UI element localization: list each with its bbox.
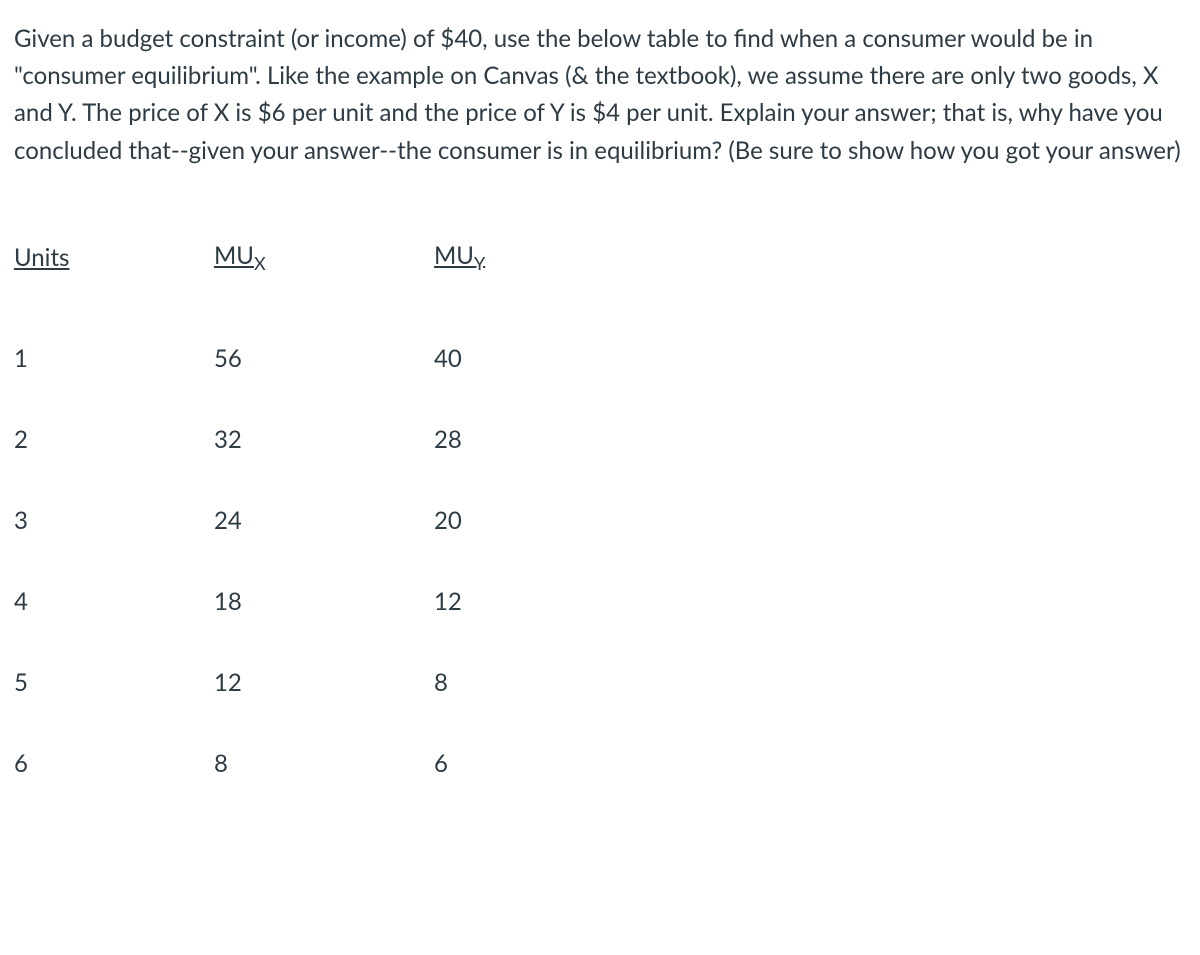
cell-units: 4: [14, 561, 214, 642]
cell-mux: 12: [214, 642, 434, 723]
cell-muy: 8: [434, 642, 574, 723]
cell-muy: 20: [434, 480, 574, 561]
table-row: 4 18 12: [14, 561, 574, 642]
question-prompt: Given a budget constraint (or income) of…: [14, 20, 1186, 169]
table-row: 1 56 40: [14, 318, 574, 399]
cell-units: 5: [14, 642, 214, 723]
cell-mux: 56: [214, 318, 434, 399]
header-mux: MUX: [214, 229, 434, 318]
cell-units: 3: [14, 480, 214, 561]
header-muy: MUY: [434, 229, 574, 318]
cell-muy: 6: [434, 723, 574, 804]
cell-muy: 40: [434, 318, 574, 399]
cell-muy: 28: [434, 399, 574, 480]
cell-mux: 32: [214, 399, 434, 480]
cell-units: 1: [14, 318, 214, 399]
cell-mux: 8: [214, 723, 434, 804]
table-row: 3 24 20: [14, 480, 574, 561]
table-row: 6 8 6: [14, 723, 574, 804]
cell-units: 2: [14, 399, 214, 480]
cell-mux: 18: [214, 561, 434, 642]
cell-units: 6: [14, 723, 214, 804]
cell-mux: 24: [214, 480, 434, 561]
table-header-row: Units MUX MUY: [14, 229, 574, 318]
utility-table: Units MUX MUY 1 56 40 2 32 28 3 24 20 4 …: [14, 229, 574, 804]
table-row: 5 12 8: [14, 642, 574, 723]
header-units: Units: [14, 229, 214, 318]
cell-muy: 12: [434, 561, 574, 642]
table-row: 2 32 28: [14, 399, 574, 480]
